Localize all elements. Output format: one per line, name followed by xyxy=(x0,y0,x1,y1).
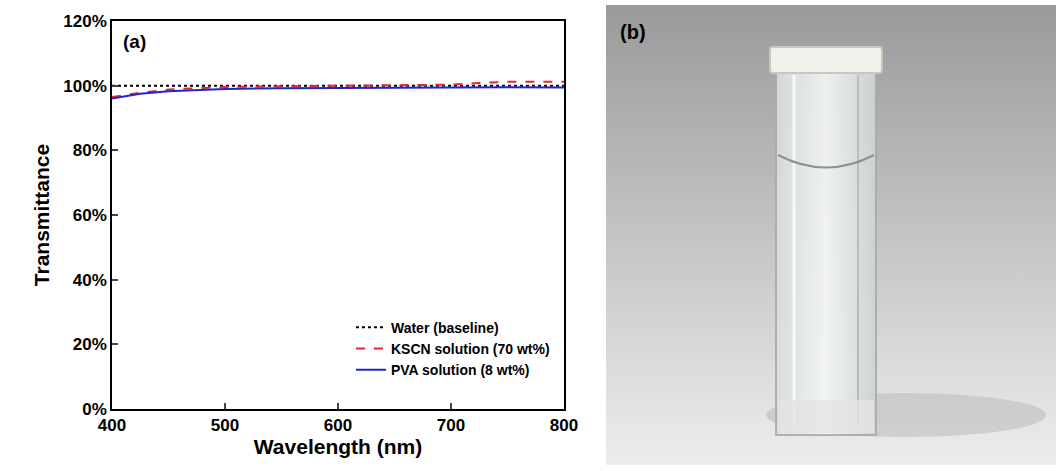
svg-text:Transmittance: Transmittance xyxy=(30,144,53,286)
svg-text:KSCN solution (70 wt%): KSCN solution (70 wt%) xyxy=(391,341,550,357)
svg-text:100%: 100% xyxy=(63,77,106,96)
svg-text:700: 700 xyxy=(437,416,465,435)
svg-text:600: 600 xyxy=(324,416,352,435)
svg-text:Wavelength (nm): Wavelength (nm) xyxy=(254,435,422,458)
svg-text:40%: 40% xyxy=(73,271,107,290)
svg-text:PVA solution (8 wt%): PVA solution (8 wt%) xyxy=(391,362,529,378)
svg-text:800: 800 xyxy=(550,416,578,435)
svg-text:Water (baseline): Water (baseline) xyxy=(391,320,499,336)
svg-text:0%: 0% xyxy=(82,400,107,419)
svg-text:80%: 80% xyxy=(73,141,107,160)
svg-text:400: 400 xyxy=(98,416,126,435)
svg-text:60%: 60% xyxy=(73,206,107,225)
svg-text:(a): (a) xyxy=(123,31,146,52)
svg-text:500: 500 xyxy=(211,416,239,435)
svg-text:20%: 20% xyxy=(73,335,107,354)
svg-text:120%: 120% xyxy=(63,12,106,31)
svg-text:(b): (b) xyxy=(620,21,646,43)
